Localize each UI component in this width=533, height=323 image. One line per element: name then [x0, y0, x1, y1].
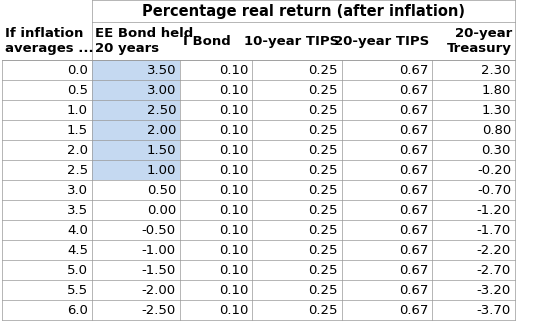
- Text: 0.10: 0.10: [219, 143, 248, 157]
- Text: 0.25: 0.25: [309, 84, 338, 97]
- Text: 1.80: 1.80: [482, 84, 511, 97]
- Text: -1.70: -1.70: [477, 224, 511, 236]
- Text: 6.0: 6.0: [67, 304, 88, 317]
- Text: 0.25: 0.25: [309, 103, 338, 117]
- Text: -0.20: -0.20: [477, 163, 511, 176]
- Text: -3.20: -3.20: [477, 284, 511, 297]
- Text: -0.70: -0.70: [477, 183, 511, 196]
- Text: 0.67: 0.67: [399, 203, 428, 216]
- Text: 20-year
Treasury: 20-year Treasury: [447, 27, 512, 55]
- Text: 0.5: 0.5: [67, 84, 88, 97]
- Bar: [92, 120, 180, 140]
- Text: 0.0: 0.0: [67, 64, 88, 77]
- Text: 20-year TIPS: 20-year TIPS: [334, 35, 429, 47]
- Text: -1.20: -1.20: [477, 203, 511, 216]
- Text: 0.80: 0.80: [482, 123, 511, 137]
- Text: -2.00: -2.00: [142, 284, 176, 297]
- Text: 0.25: 0.25: [309, 163, 338, 176]
- Text: 2.0: 2.0: [67, 143, 88, 157]
- Text: 3.50: 3.50: [147, 64, 176, 77]
- Text: 4.0: 4.0: [67, 224, 88, 236]
- Bar: [92, 80, 180, 100]
- Text: 0.10: 0.10: [219, 304, 248, 317]
- Text: 0.10: 0.10: [219, 123, 248, 137]
- Text: 2.30: 2.30: [481, 64, 511, 77]
- Text: 0.25: 0.25: [309, 143, 338, 157]
- Text: 0.67: 0.67: [399, 163, 428, 176]
- Text: 0.10: 0.10: [219, 103, 248, 117]
- Text: If inflation
averages ...: If inflation averages ...: [5, 27, 94, 55]
- Text: 0.67: 0.67: [399, 84, 428, 97]
- Bar: [92, 140, 180, 160]
- Text: 0.25: 0.25: [309, 244, 338, 256]
- Text: 0.25: 0.25: [309, 264, 338, 276]
- Text: 1.50: 1.50: [147, 143, 176, 157]
- Text: 3.5: 3.5: [67, 203, 88, 216]
- Text: 1.5: 1.5: [67, 123, 88, 137]
- Text: EE Bond held
20 years: EE Bond held 20 years: [95, 27, 193, 55]
- Text: 1.30: 1.30: [481, 103, 511, 117]
- Text: 0.10: 0.10: [219, 244, 248, 256]
- Text: 1.00: 1.00: [147, 163, 176, 176]
- Bar: [92, 160, 180, 180]
- Text: 5.5: 5.5: [67, 284, 88, 297]
- Text: 0.10: 0.10: [219, 163, 248, 176]
- Text: 0.10: 0.10: [219, 183, 248, 196]
- Text: 0.67: 0.67: [399, 183, 428, 196]
- Text: -2.20: -2.20: [477, 244, 511, 256]
- Text: 3.00: 3.00: [147, 84, 176, 97]
- Text: 0.10: 0.10: [219, 264, 248, 276]
- Text: 2.5: 2.5: [67, 163, 88, 176]
- Text: 0.10: 0.10: [219, 284, 248, 297]
- Text: Percentage real return (after inflation): Percentage real return (after inflation): [142, 4, 465, 18]
- Text: 0.67: 0.67: [399, 284, 428, 297]
- Text: 0.00: 0.00: [147, 203, 176, 216]
- Text: 0.10: 0.10: [219, 64, 248, 77]
- Text: 0.67: 0.67: [399, 64, 428, 77]
- Text: 1.0: 1.0: [67, 103, 88, 117]
- Text: 5.0: 5.0: [67, 264, 88, 276]
- Bar: [92, 100, 180, 120]
- Text: 0.25: 0.25: [309, 304, 338, 317]
- Text: 0.67: 0.67: [399, 224, 428, 236]
- Text: -2.70: -2.70: [477, 264, 511, 276]
- Text: 2.50: 2.50: [147, 103, 176, 117]
- Text: -1.00: -1.00: [142, 244, 176, 256]
- Text: -2.50: -2.50: [142, 304, 176, 317]
- Text: 0.25: 0.25: [309, 183, 338, 196]
- Text: 0.25: 0.25: [309, 123, 338, 137]
- Text: I Bond: I Bond: [183, 35, 231, 47]
- Text: 0.10: 0.10: [219, 84, 248, 97]
- Text: -3.70: -3.70: [477, 304, 511, 317]
- Text: 0.25: 0.25: [309, 64, 338, 77]
- Text: 0.67: 0.67: [399, 304, 428, 317]
- Text: 3.0: 3.0: [67, 183, 88, 196]
- Text: -1.50: -1.50: [142, 264, 176, 276]
- Text: 0.67: 0.67: [399, 264, 428, 276]
- Text: 4.5: 4.5: [67, 244, 88, 256]
- Text: 0.67: 0.67: [399, 123, 428, 137]
- Text: 0.67: 0.67: [399, 244, 428, 256]
- Text: 0.25: 0.25: [309, 284, 338, 297]
- Text: 10-year TIPS: 10-year TIPS: [244, 35, 339, 47]
- Text: 0.67: 0.67: [399, 143, 428, 157]
- Text: 0.10: 0.10: [219, 203, 248, 216]
- Bar: [92, 60, 180, 80]
- Text: 0.30: 0.30: [482, 143, 511, 157]
- Text: 0.25: 0.25: [309, 203, 338, 216]
- Text: 0.25: 0.25: [309, 224, 338, 236]
- Text: 0.67: 0.67: [399, 103, 428, 117]
- Text: 2.00: 2.00: [147, 123, 176, 137]
- Text: 0.50: 0.50: [147, 183, 176, 196]
- Text: 0.10: 0.10: [219, 224, 248, 236]
- Text: -0.50: -0.50: [142, 224, 176, 236]
